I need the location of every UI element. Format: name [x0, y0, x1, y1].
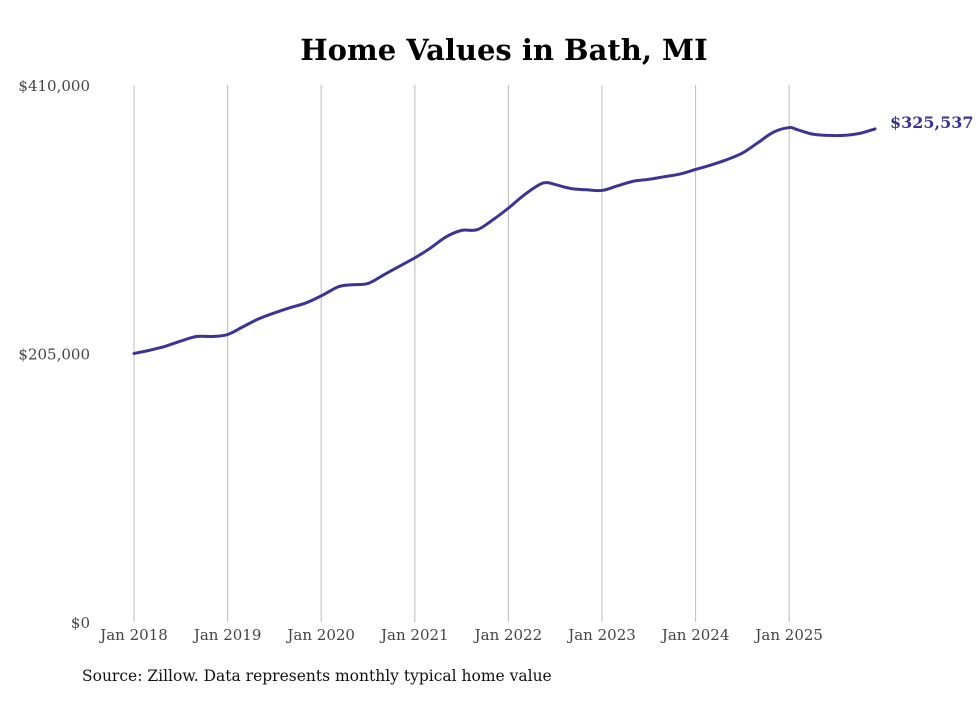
y-tick-label: $0	[71, 614, 90, 632]
x-tick-label: Jan 2018	[98, 626, 168, 644]
end-value-label: $325,537	[890, 113, 974, 132]
source-note: Source: Zillow. Data represents monthly …	[82, 667, 552, 685]
grid-layer	[133, 85, 790, 622]
x-axis: Jan 2018 Jan 2019 Jan 2020 Jan 2021 Jan 2022…	[98, 626, 823, 644]
y-axis: $0 $205,000 $410,000	[18, 77, 90, 632]
x-tick-label: Jan 2025	[753, 626, 823, 644]
y-tick-label: $410,000	[18, 77, 90, 95]
x-tick-label: Jan 2019	[192, 626, 262, 644]
x-tick-label: Jan 2020	[285, 626, 355, 644]
chart-title: Home Values in Bath, MI	[300, 33, 707, 67]
x-tick-label: Jan 2022	[473, 626, 543, 644]
series-line	[132, 125, 877, 355]
series-layer	[132, 125, 877, 355]
x-tick-label: Jan 2021	[379, 626, 449, 644]
y-tick-label: $205,000	[18, 346, 90, 364]
x-tick-label: Jan 2023	[566, 626, 636, 644]
x-tick-label: Jan 2024	[660, 626, 730, 644]
